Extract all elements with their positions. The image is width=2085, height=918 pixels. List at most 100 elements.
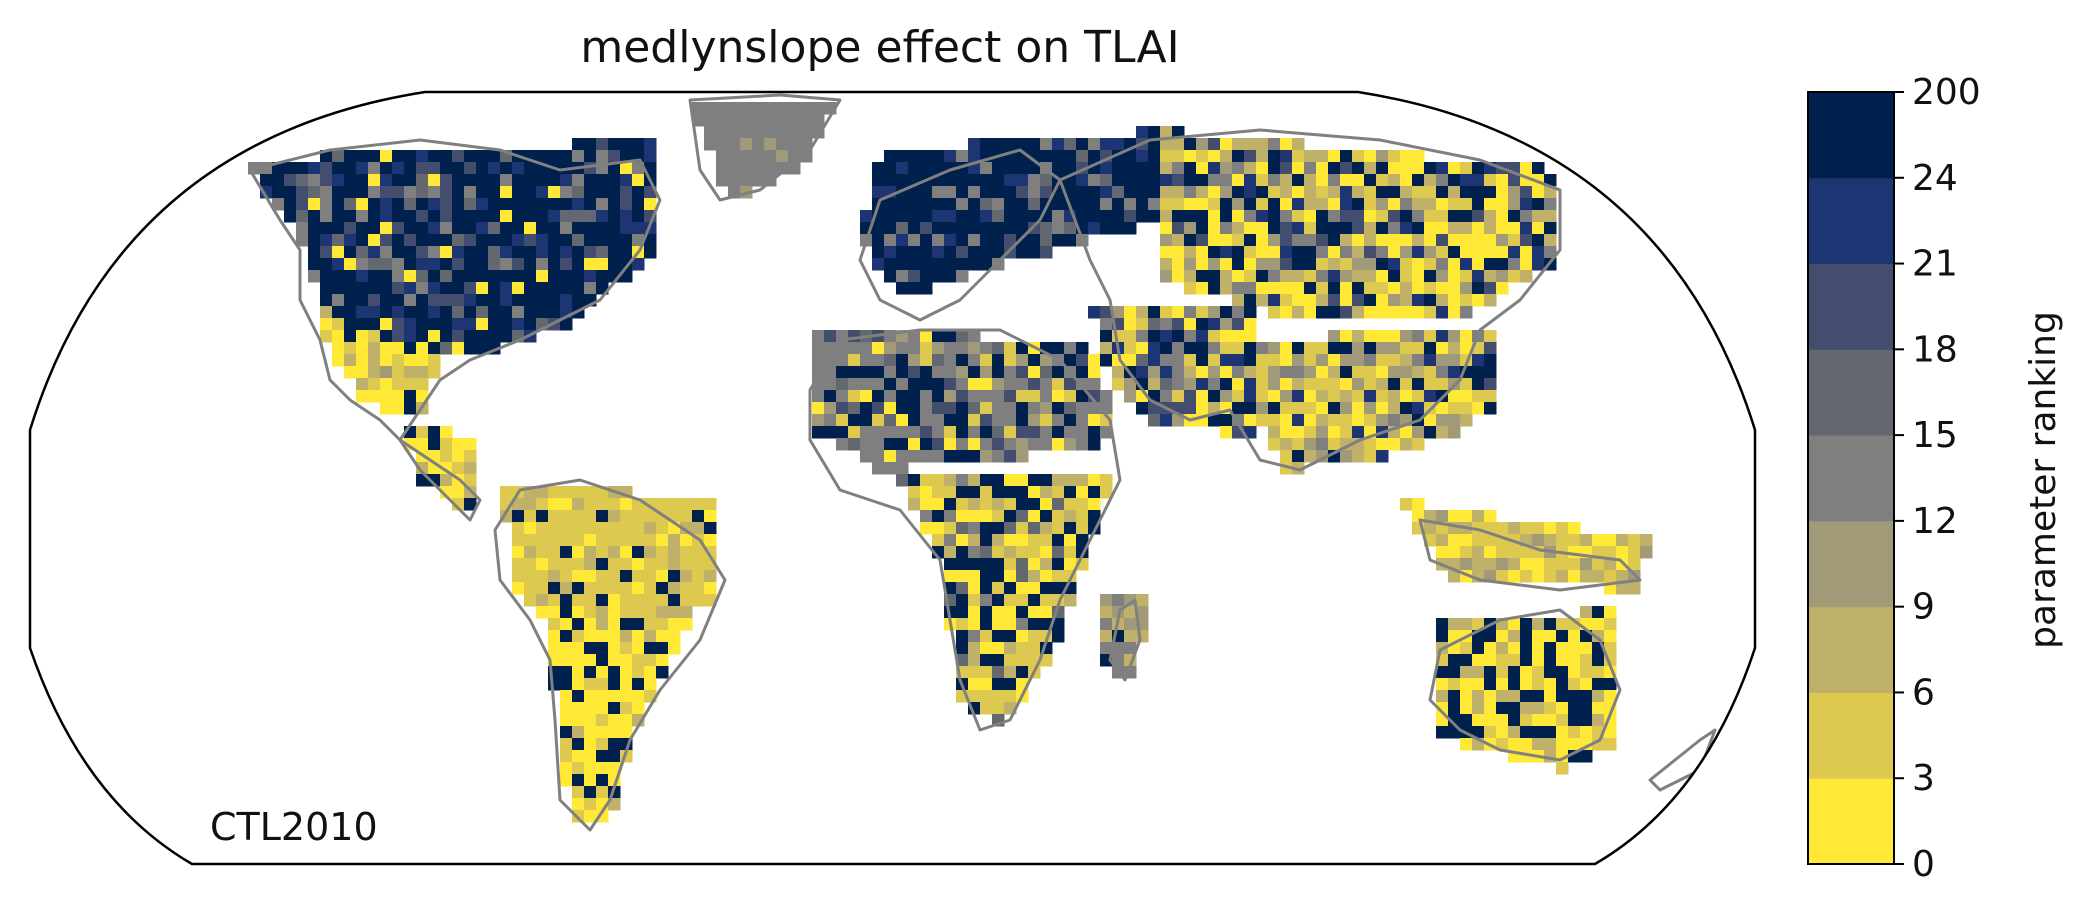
map-cell-sahara xyxy=(980,378,993,391)
map-cell-europe-north xyxy=(920,222,933,235)
map-cell-siberia xyxy=(1460,282,1473,295)
map-cell-siberia xyxy=(1364,282,1377,295)
map-cell-greenland xyxy=(776,126,789,139)
map-cell-sahara xyxy=(824,366,837,379)
map-cell-siberia xyxy=(1484,282,1497,295)
map-cell-siberia xyxy=(1232,282,1245,295)
map-cell-africa-south xyxy=(968,546,981,559)
map-cell-south-asia xyxy=(1256,366,1269,379)
map-cell-north-america-west xyxy=(332,318,345,331)
map-cell-africa-south xyxy=(980,618,993,631)
map-cell-south-asia xyxy=(1364,414,1377,427)
map-cell-middle-east xyxy=(1160,390,1173,403)
map-cell-siberia xyxy=(1268,162,1281,175)
map-cell-south-america-south xyxy=(560,642,573,655)
map-cell-europe-north xyxy=(920,270,933,283)
map-cell-north-america-north xyxy=(572,186,585,199)
map-cell-siberia xyxy=(1160,234,1173,247)
map-cell-south-america-south xyxy=(584,750,597,763)
map-cell-siberia xyxy=(1304,282,1317,295)
map-cell-siberia xyxy=(1280,174,1293,187)
map-cell-siberia xyxy=(1316,162,1329,175)
map-cell-indonesia xyxy=(1544,570,1557,583)
map-cell-siberia xyxy=(1544,222,1557,235)
map-cell-south-america-south xyxy=(560,774,573,787)
map-cell-australia xyxy=(1472,702,1485,715)
map-cell-north-america-north xyxy=(380,258,393,271)
map-cell-africa-south xyxy=(992,558,1005,571)
map-cell-north-america-north xyxy=(380,174,393,187)
map-cell-europe-north xyxy=(1004,174,1017,187)
map-cell-australia xyxy=(1520,714,1533,727)
map-cell-africa-south xyxy=(968,678,981,691)
map-cell-sahara xyxy=(980,438,993,451)
map-cell-north-america-north xyxy=(584,150,597,163)
map-cell-greenland xyxy=(728,174,741,187)
map-cell-siberia xyxy=(1484,270,1497,283)
map-cell-indonesia xyxy=(1460,558,1473,571)
map-cell-siberia xyxy=(1220,174,1233,187)
map-cell-sahara xyxy=(1052,438,1065,451)
map-cell-siberia xyxy=(1184,282,1197,295)
map-cell-australia xyxy=(1604,618,1617,631)
map-cell-sahara xyxy=(920,402,933,415)
map-cell-south-america-north xyxy=(680,570,693,583)
map-cell-south-america-south xyxy=(572,750,585,763)
map-cell-south-america-south xyxy=(620,654,633,667)
map-cell-africa-south xyxy=(992,606,1005,619)
map-cell-siberia xyxy=(1364,198,1377,211)
map-cell-sahara xyxy=(944,414,957,427)
map-cell-siberia xyxy=(1340,294,1353,307)
map-cell-indonesia xyxy=(1616,570,1629,583)
map-cell-africa-south xyxy=(980,606,993,619)
map-cell-madagascar xyxy=(1100,642,1113,655)
map-cell-greenland xyxy=(740,114,753,127)
map-cell-indonesia xyxy=(1412,498,1425,511)
map-cell-australia xyxy=(1592,702,1605,715)
map-cell-siberia xyxy=(1460,198,1473,211)
map-cell-africa-south xyxy=(1016,522,1029,535)
map-cell-north-america-north xyxy=(380,222,393,235)
map-cell-sahara xyxy=(1040,402,1053,415)
map-cell-south-asia xyxy=(1340,414,1353,427)
map-cell-sahara xyxy=(992,378,1005,391)
map-cell-south-america-south xyxy=(560,678,573,691)
map-cell-south-asia xyxy=(1388,414,1401,427)
map-cell-north-america-north xyxy=(464,198,477,211)
map-cell-australia xyxy=(1484,690,1497,703)
map-cell-africa-south xyxy=(980,678,993,691)
map-cell-indonesia xyxy=(1616,534,1629,547)
map-cell-south-america-north xyxy=(692,510,705,523)
map-cell-sahara xyxy=(956,414,969,427)
map-cell-siberia xyxy=(1508,198,1521,211)
map-cell-north-america-north xyxy=(464,318,477,331)
map-cell-africa-south xyxy=(968,666,981,679)
map-cell-north-america-north xyxy=(308,162,321,175)
map-cell-africa-south xyxy=(1016,486,1029,499)
map-cell-south-america-north xyxy=(608,570,621,583)
map-cell-east-asia xyxy=(1484,378,1497,391)
map-cell-south-america-north xyxy=(632,534,645,547)
map-cell-south-america-south xyxy=(620,642,633,655)
map-cell-europe-north xyxy=(956,150,969,163)
map-cell-north-america-north xyxy=(332,150,345,163)
map-cell-sahara xyxy=(992,366,1005,379)
map-cell-south-asia xyxy=(1268,378,1281,391)
map-cell-madagascar xyxy=(1100,594,1113,607)
map-cell-sahara xyxy=(836,438,849,451)
map-cell-middle-east xyxy=(1172,318,1185,331)
map-cell-sahara xyxy=(968,366,981,379)
map-cell-north-america-north xyxy=(452,342,465,355)
map-cell-sahara xyxy=(1016,354,1029,367)
map-cell-south-asia xyxy=(1448,342,1461,355)
map-cell-central-america xyxy=(428,438,441,451)
map-cell-north-america-north xyxy=(440,330,453,343)
map-cell-europe-north xyxy=(1112,198,1125,211)
map-cell-australia xyxy=(1448,654,1461,667)
map-cell-siberia xyxy=(1544,198,1557,211)
map-cell-north-america-north xyxy=(416,330,429,343)
map-cell-north-america-north xyxy=(440,246,453,259)
map-cell-sahara xyxy=(896,462,909,475)
map-cell-africa-south xyxy=(1052,630,1065,643)
